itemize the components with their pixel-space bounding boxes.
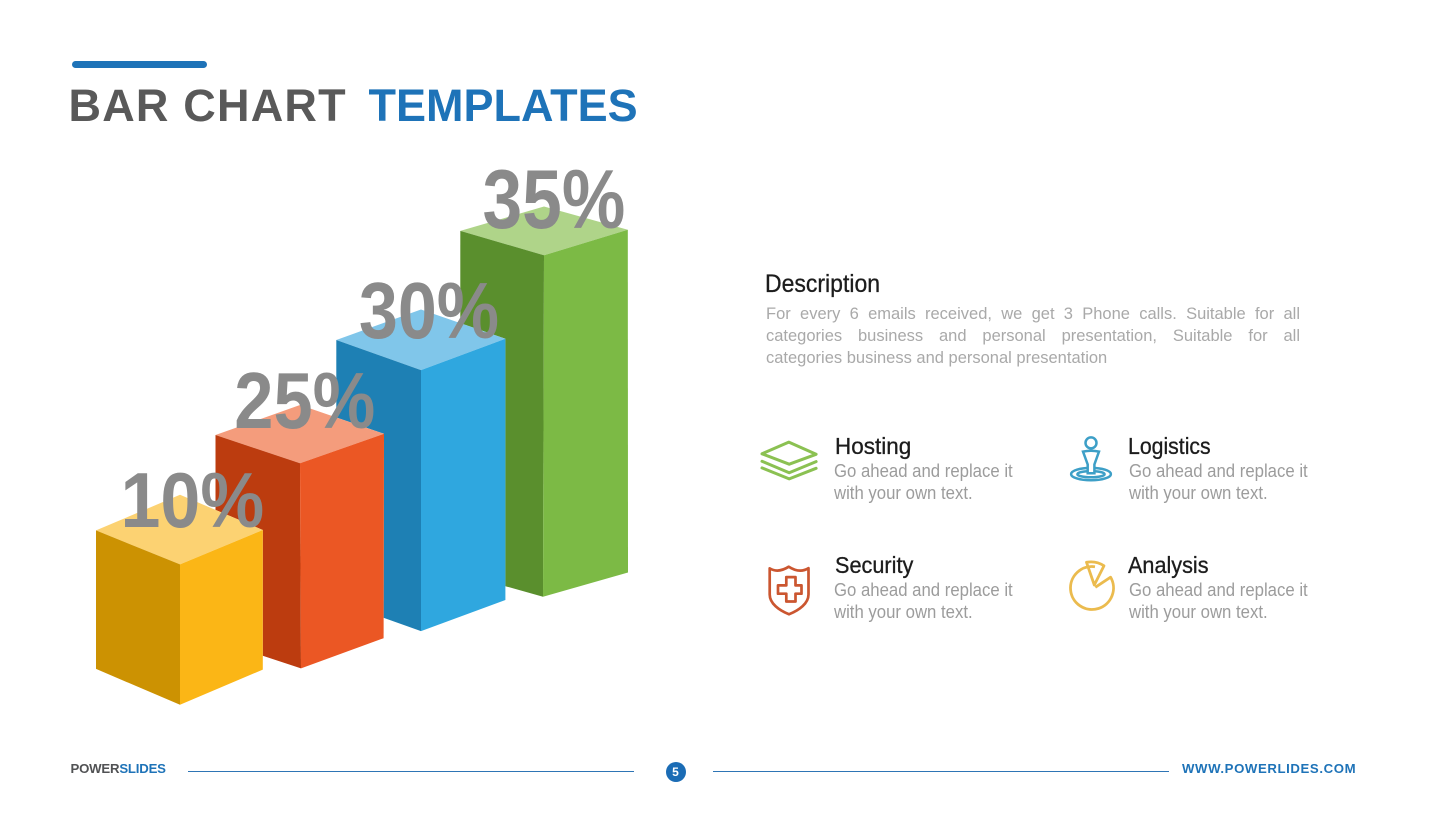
svg-text:25%: 25% xyxy=(234,356,375,445)
svg-text:30%: 30% xyxy=(359,265,499,355)
svg-text:10%: 10% xyxy=(121,456,265,544)
svg-text:35%: 35% xyxy=(483,153,626,246)
